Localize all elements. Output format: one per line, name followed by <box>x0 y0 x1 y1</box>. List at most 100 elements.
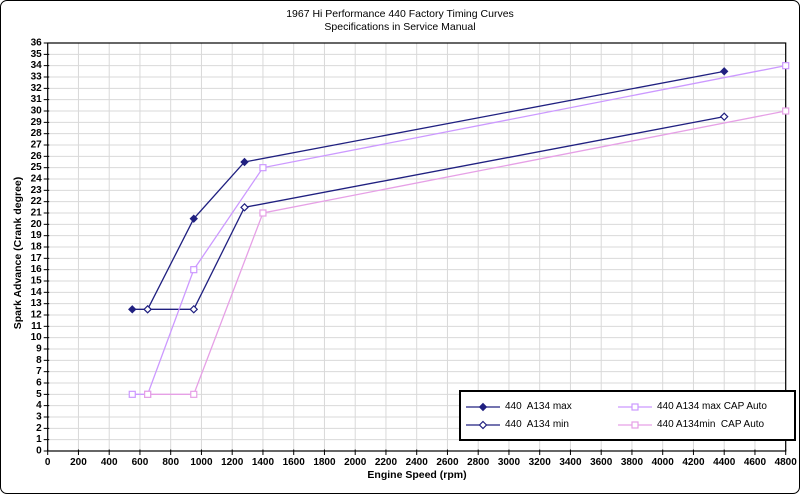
y-tick-label: 12 <box>31 310 43 321</box>
data-point-marker-diamond-open <box>719 112 729 122</box>
y-tick-label: 0 <box>36 446 42 457</box>
data-point-marker-square-open <box>144 390 152 398</box>
y-tick-label: 10 <box>31 332 43 343</box>
data-point-marker-diamond-filled <box>478 402 488 411</box>
x-tick-label: 1600 <box>283 457 306 468</box>
data-point-marker-diamond-open <box>189 304 199 314</box>
gridlines <box>47 42 787 451</box>
x-tick-label: 3800 <box>621 457 644 468</box>
y-tick-label: 18 <box>31 242 43 253</box>
x-tick-label: 3000 <box>498 457 521 468</box>
series-line <box>147 116 725 310</box>
y-tick-label: 33 <box>31 72 43 83</box>
x-tick-label: 4400 <box>713 457 736 468</box>
x-tick-label: 2800 <box>467 457 490 468</box>
x-tick-label: 4800 <box>775 457 798 468</box>
data-point-marker-square-open <box>782 107 790 115</box>
legend-label: 440 A134 max <box>505 401 572 412</box>
y-tick-label: 11 <box>31 321 42 332</box>
y-tick-label: 24 <box>31 174 43 185</box>
series-line <box>147 110 786 395</box>
data-point-marker-diamond-open <box>478 420 488 429</box>
x-tick-label: 0 <box>45 457 51 468</box>
x-tick-label: 1400 <box>252 457 275 468</box>
y-tick-label: 31 <box>31 94 43 105</box>
data-point-marker-square-open <box>128 390 136 398</box>
y-tick-label: 4 <box>36 400 42 411</box>
x-tick-label: 4600 <box>744 457 767 468</box>
y-tick-label: 34 <box>31 60 43 71</box>
y-tick-label: 20 <box>31 219 43 230</box>
data-point-marker-square-open <box>782 62 790 70</box>
legend-label: 440 A134 max CAP Auto <box>657 401 767 412</box>
y-tick-label: 9 <box>36 344 42 355</box>
axes: 0 200 400 600 800 1000 1200 1400 1600 1800 2000 220… <box>31 38 798 469</box>
x-tick-label: 3200 <box>529 457 552 468</box>
y-tick-label: 36 <box>31 38 43 49</box>
data-point-marker-diamond-filled <box>128 305 137 314</box>
x-axis-title: Engine Speed (rpm) <box>367 469 467 481</box>
y-tick-label: 35 <box>31 49 43 60</box>
x-tick-label: 2400 <box>406 457 429 468</box>
legend-marker-square-open <box>618 420 652 429</box>
data-point-marker-square-open <box>631 402 639 411</box>
y-tick-label: 28 <box>31 128 43 139</box>
y-tick-label: 32 <box>31 83 43 94</box>
data-point-marker-diamond-filled <box>189 214 198 223</box>
y-tick-label: 6 <box>36 378 42 389</box>
x-tick-label: 4000 <box>652 457 675 468</box>
x-tick-label: 800 <box>162 457 179 468</box>
y-tick-label: 8 <box>36 355 42 366</box>
y-tick-label: 27 <box>31 140 43 151</box>
legend-item: 440 A134min CAP Auto <box>618 419 794 430</box>
y-tick-label: 19 <box>31 230 43 241</box>
x-tick-label: 1000 <box>190 457 213 468</box>
data-point-marker-square-open <box>259 164 267 172</box>
x-tick-label: 3600 <box>590 457 613 468</box>
y-tick-label: 2 <box>36 423 42 434</box>
legend-marker-diamond-open <box>466 420 500 429</box>
legend-marker-square-open <box>618 402 652 411</box>
chart-title: 1967 Hi Performance 440 Factory Timing C… <box>286 8 514 20</box>
data-point-marker-diamond-filled <box>719 67 729 76</box>
x-tick-label: 1200 <box>221 457 244 468</box>
y-tick-label: 15 <box>31 276 43 287</box>
data-point-marker-square-open <box>190 390 198 398</box>
legend-label: 440 A134 min <box>505 419 569 430</box>
y-tick-label: 7 <box>36 366 42 377</box>
x-tick-label: 2200 <box>375 457 398 468</box>
y-tick-label: 29 <box>31 117 43 128</box>
y-tick-label: 1 <box>36 434 42 445</box>
y-tick-label: 21 <box>31 208 43 219</box>
y-tick-label: 14 <box>31 287 43 298</box>
y-tick-label: 16 <box>31 264 43 275</box>
x-tick-label: 4200 <box>682 457 705 468</box>
series-2 <box>143 112 729 314</box>
data-point-marker-diamond-open <box>240 202 249 212</box>
series-line <box>132 65 786 395</box>
y-tick-label: 26 <box>31 151 43 162</box>
y-tick-label: 13 <box>31 298 43 309</box>
legend-item: 440 A134 max <box>466 401 618 412</box>
x-tick-label: 1800 <box>313 457 336 468</box>
y-tick-label: 23 <box>31 185 43 196</box>
data-point-marker-diamond-filled <box>240 157 249 167</box>
legend-label: 440 A134min CAP Auto <box>657 419 765 430</box>
y-tick-label: 25 <box>31 162 43 173</box>
data-point-marker-square-open <box>190 266 198 274</box>
data-point-marker-square-open <box>631 420 639 429</box>
y-tick-label: 22 <box>31 196 43 207</box>
data-point-marker-square-open <box>259 209 267 217</box>
series-4 <box>144 107 790 398</box>
series-1 <box>128 67 729 314</box>
legend: 440 A134 max 440 A134 max CAP Auto 440 A13… <box>459 390 796 441</box>
x-tick-label: 2600 <box>436 457 459 468</box>
data-point-marker-diamond-open <box>143 304 152 314</box>
legend-marker-diamond-filled <box>466 402 500 411</box>
x-tick-label: 3400 <box>559 457 582 468</box>
x-tick-label: 400 <box>101 457 118 468</box>
legend-item: 440 A134 min <box>466 419 618 430</box>
y-tick-label: 30 <box>31 106 43 117</box>
